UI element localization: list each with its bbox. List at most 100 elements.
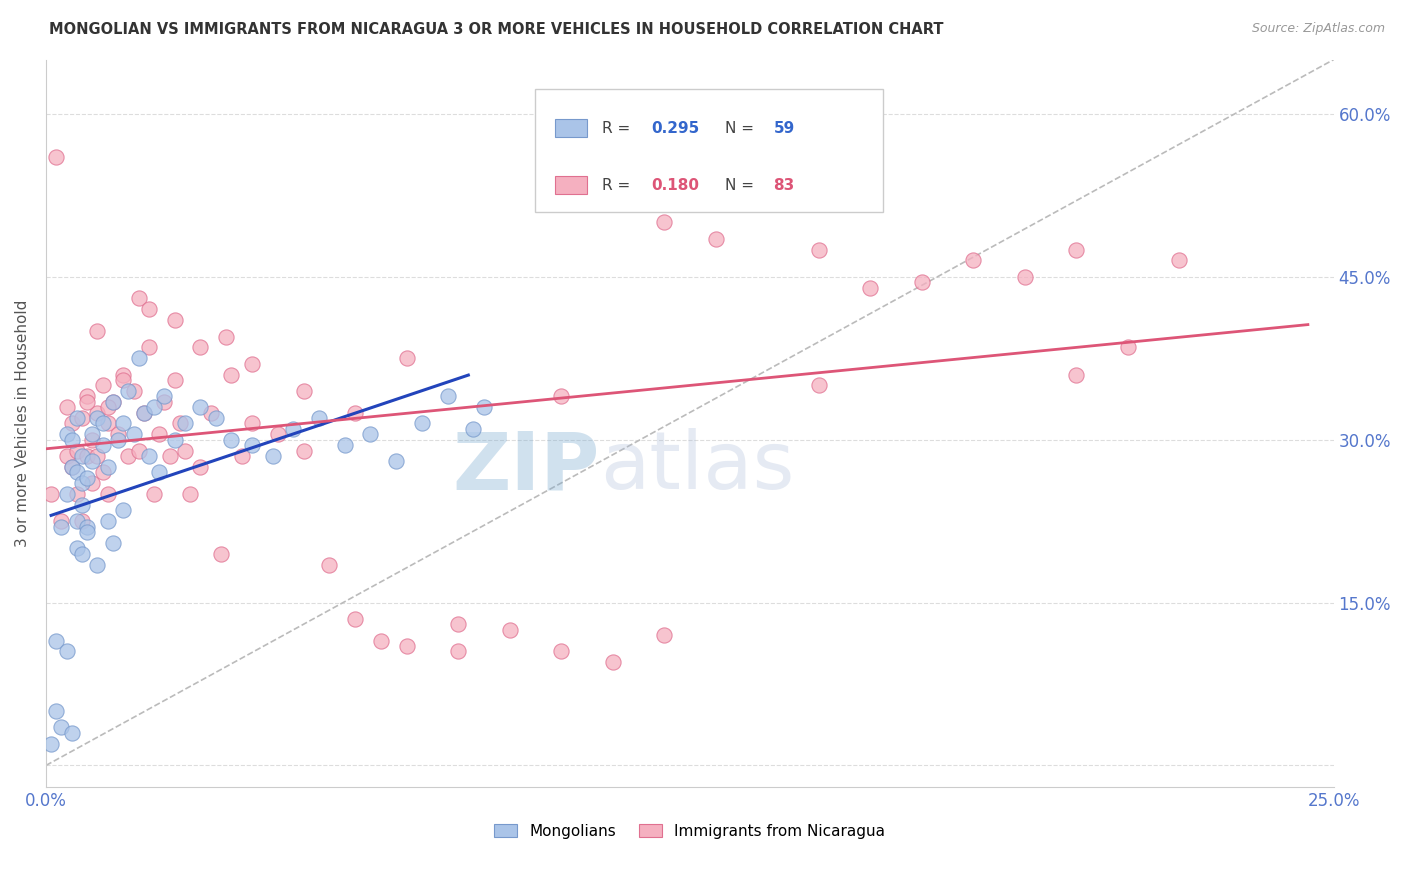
Point [267, 427, 290, 442]
Point [190, 340, 212, 354]
Point [132, 405, 155, 419]
Point [60, 459, 83, 474]
Point [112, 368, 135, 382]
Point [66, 487, 89, 501]
Point [82, 476, 104, 491]
Point [70, 476, 93, 491]
Point [395, 639, 418, 653]
Point [292, 443, 315, 458]
Text: 59: 59 [773, 120, 794, 136]
Point [91, 378, 114, 392]
Point [128, 443, 150, 458]
Point [82, 454, 104, 468]
Point [143, 487, 166, 501]
Point [652, 628, 675, 642]
Point [756, 188, 779, 202]
Text: N =: N = [724, 120, 758, 136]
Point [148, 427, 170, 442]
Point [39, 737, 62, 751]
Point [148, 465, 170, 479]
Point [1014, 269, 1036, 284]
Point [91, 417, 114, 431]
Y-axis label: 3 or more Vehicles in Household: 3 or more Vehicles in Household [15, 300, 30, 547]
Point [76, 449, 98, 463]
Point [498, 623, 520, 637]
Point [910, 275, 932, 289]
Point [91, 438, 114, 452]
Point [45, 633, 67, 648]
Point [343, 405, 366, 419]
Point [395, 351, 418, 366]
Point [221, 368, 243, 382]
Point [652, 215, 675, 229]
Point [66, 465, 89, 479]
Text: ZIP: ZIP [453, 428, 600, 506]
Text: R =: R = [602, 178, 636, 193]
Point [76, 524, 98, 539]
Point [55, 644, 77, 658]
Point [66, 514, 89, 528]
Point [76, 470, 98, 484]
Point [190, 459, 212, 474]
Point [163, 373, 186, 387]
Point [112, 373, 135, 387]
Text: 83: 83 [773, 178, 794, 193]
Point [117, 449, 139, 463]
Point [333, 438, 356, 452]
Point [1168, 253, 1191, 268]
Point [45, 150, 67, 164]
Point [240, 417, 263, 431]
Point [107, 433, 129, 447]
Point [82, 427, 104, 442]
Point [143, 400, 166, 414]
Point [51, 720, 73, 734]
Point [602, 655, 624, 669]
Point [859, 280, 882, 294]
Point [39, 487, 62, 501]
Point [122, 384, 145, 398]
Point [70, 411, 93, 425]
Point [370, 633, 392, 648]
Point [962, 253, 984, 268]
Text: 0.180: 0.180 [651, 178, 699, 193]
FancyBboxPatch shape [554, 176, 586, 194]
Legend: Mongolians, Immigrants from Nicaragua: Mongolians, Immigrants from Nicaragua [488, 818, 891, 845]
Text: MONGOLIAN VS IMMIGRANTS FROM NICARAGUA 3 OR MORE VEHICLES IN HOUSEHOLD CORRELATI: MONGOLIAN VS IMMIGRANTS FROM NICARAGUA 3… [49, 22, 943, 37]
Point [76, 389, 98, 403]
Point [292, 384, 315, 398]
Point [70, 547, 93, 561]
Point [128, 351, 150, 366]
Point [55, 400, 77, 414]
Point [86, 449, 108, 463]
Point [359, 427, 381, 442]
Point [221, 433, 243, 447]
Point [215, 329, 238, 343]
Point [138, 340, 160, 354]
Point [60, 726, 83, 740]
Point [209, 547, 232, 561]
Text: 0.295: 0.295 [651, 120, 699, 136]
Point [122, 427, 145, 442]
Point [153, 394, 176, 409]
Point [60, 459, 83, 474]
Point [1116, 340, 1139, 354]
Point [97, 514, 120, 528]
Point [51, 514, 73, 528]
Point [51, 519, 73, 533]
Point [1064, 368, 1087, 382]
Text: N =: N = [724, 178, 758, 193]
Point [70, 498, 93, 512]
Point [97, 459, 120, 474]
Point [55, 449, 77, 463]
Text: R =: R = [602, 120, 636, 136]
Point [76, 519, 98, 533]
Point [97, 417, 120, 431]
Point [231, 449, 253, 463]
Point [1064, 243, 1087, 257]
Point [128, 292, 150, 306]
Point [411, 417, 433, 431]
Point [174, 417, 197, 431]
Point [101, 394, 124, 409]
Point [107, 427, 129, 442]
Point [205, 411, 228, 425]
